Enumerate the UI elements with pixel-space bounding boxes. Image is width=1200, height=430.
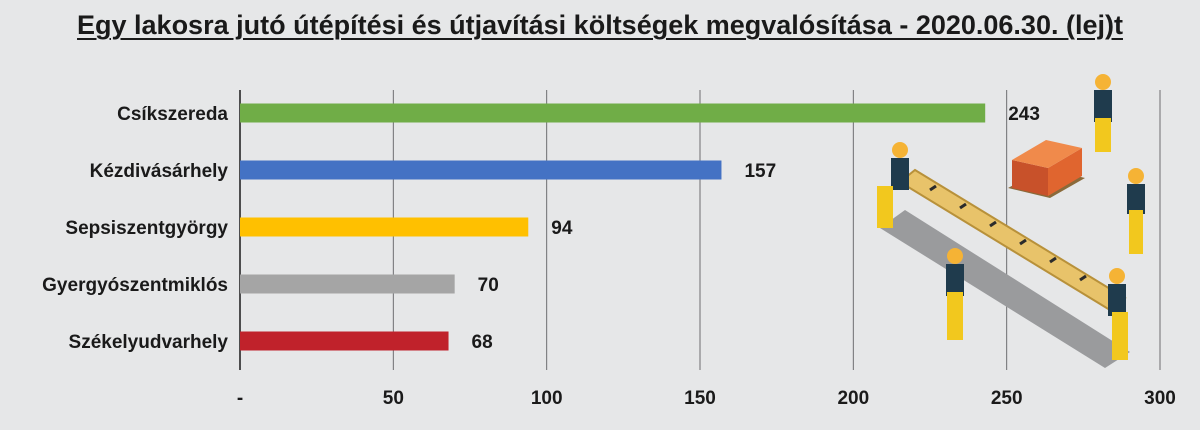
category-label: Székelyudvarhely xyxy=(69,332,229,353)
value-label: 68 xyxy=(472,332,493,353)
bar xyxy=(240,331,449,351)
bar xyxy=(240,160,722,180)
x-tick-label: 150 xyxy=(684,388,716,409)
category-label: Gyergyószentmiklós xyxy=(42,275,228,296)
x-tick-label: 50 xyxy=(383,388,404,409)
category-label: Csíkszereda xyxy=(117,104,228,125)
chart-title: Egy lakosra jutó útépítési és útjavítási… xyxy=(77,10,1123,40)
bar xyxy=(240,103,986,123)
x-tick-label: 200 xyxy=(837,388,869,409)
category-label: Kézdivásárhely xyxy=(90,161,229,182)
value-label: 157 xyxy=(744,161,776,182)
category-label: Sepsiszentgyörgy xyxy=(65,218,228,239)
x-tick-label: 250 xyxy=(991,388,1023,409)
value-label: 94 xyxy=(551,218,573,239)
value-label: 70 xyxy=(478,275,499,296)
x-tick-label: 100 xyxy=(531,388,563,409)
beam-shadow xyxy=(880,210,1130,368)
worker-icon xyxy=(946,248,964,340)
bar xyxy=(240,274,455,294)
worker-icon xyxy=(1094,74,1112,152)
worker-icon xyxy=(877,142,909,228)
x-tick-label: 300 xyxy=(1144,388,1176,409)
worker-icon xyxy=(1127,168,1145,254)
value-label: 243 xyxy=(1008,104,1040,125)
bar xyxy=(240,217,529,237)
x-tick-label: - xyxy=(237,388,243,409)
construction-workers-illustration xyxy=(877,74,1145,368)
bricks-icon xyxy=(1012,140,1082,168)
worker-icon xyxy=(1108,268,1128,360)
